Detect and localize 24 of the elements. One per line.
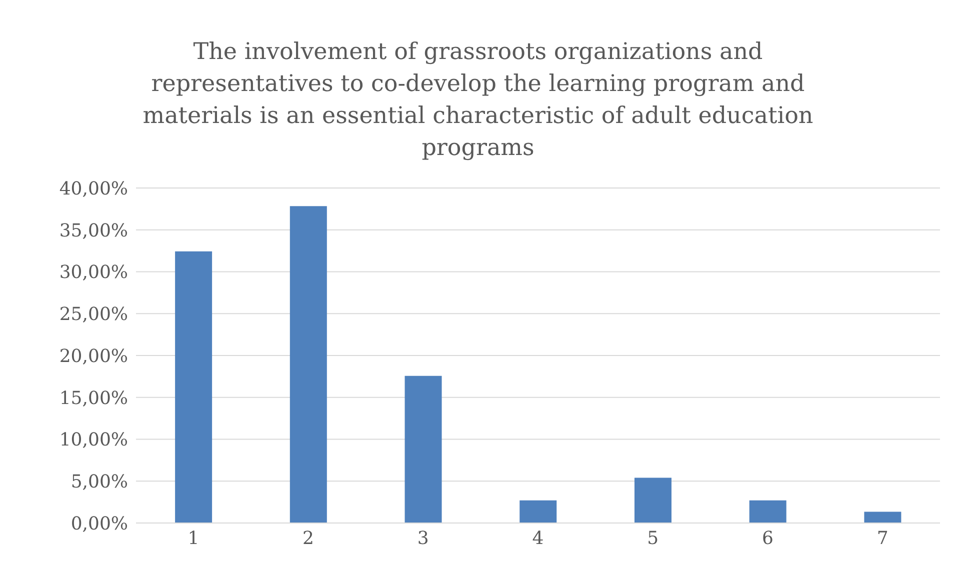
chart-title: The involvement of grassroots organizations and representatives to co-develop the learning program and materials is an essential characteristic of adult education programs (142, 38, 814, 163)
bar (175, 251, 212, 523)
y-tick-label: 35,00% (59, 220, 128, 242)
x-tick-label: 6 (762, 528, 774, 549)
y-tick-label: 25,00% (59, 304, 128, 326)
bar (520, 500, 557, 523)
bar (864, 512, 902, 523)
bar (290, 206, 327, 523)
x-tick-label: 2 (302, 528, 314, 549)
y-tick-label: 30,00% (59, 262, 128, 284)
x-tick-label: 3 (417, 528, 429, 549)
bar (634, 478, 672, 523)
x-tick-label: 7 (876, 528, 888, 549)
bar (749, 500, 786, 523)
y-tick-label: 0,00% (70, 513, 128, 534)
x-tick-label: 4 (532, 528, 544, 549)
y-tick-label: 20,00% (59, 346, 128, 367)
y-tick-label: 40,00% (59, 178, 128, 200)
bar (404, 376, 442, 523)
y-tick-label: 5,00% (70, 472, 128, 493)
x-tick-label: 5 (647, 528, 659, 549)
y-tick-label: 15,00% (59, 388, 128, 409)
y-tick-label: 10,00% (59, 430, 128, 451)
x-tick-label: 1 (188, 528, 200, 549)
